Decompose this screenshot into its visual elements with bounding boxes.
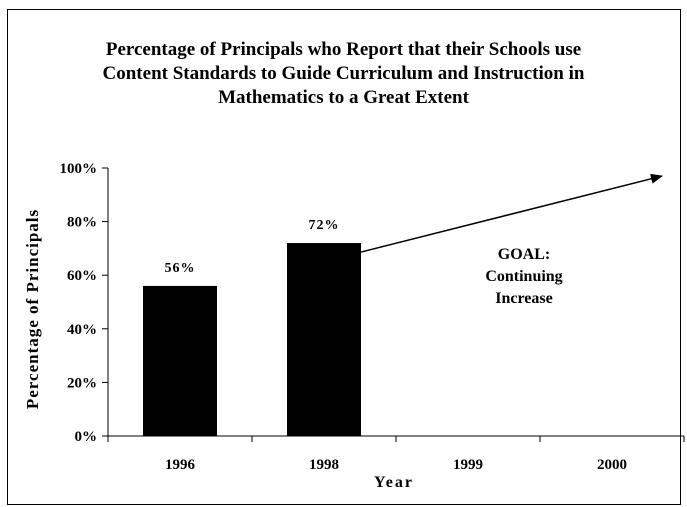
x-tick-label: 1999 [453,457,483,473]
data-label: 72% [309,218,340,233]
labels: 56% 72% [165,218,340,276]
goal-arrow [360,173,663,253]
chart-title-line-2: Content Standards to Guide Curriculum an… [102,63,585,84]
bar [287,243,361,436]
y-tick-label: 100% [60,161,98,177]
x-tick-label: 1998 [309,457,339,473]
bars [143,243,361,436]
goal-annotation-line: GOAL: [498,246,550,263]
bar [143,285,217,436]
axes: 0% 20% 40% 60% 80% 100% 1996 1998 1999 2000 [60,161,685,473]
y-tick-label: 20% [67,375,97,391]
y-tick-label: 40% [67,322,97,338]
chart-title-line-3: Mathematics to a Great Extent [218,87,469,108]
data-label: 56% [165,261,196,276]
goal-annotation-line: Increase [495,290,552,307]
x-tick-label: 1996 [165,457,196,473]
chart-title: Percentage of Principals who Report that… [40,38,647,110]
x-tick-label: 2000 [597,457,627,473]
chart-title-line-1: Percentage of Principals who Report that… [105,39,582,60]
y-tick-label: 80% [67,215,97,231]
goal-annotation-line: Continuing [485,268,562,285]
y-axis-label: Percentage of Principals [23,209,42,409]
goal-annotation: GOAL: Continuing Increase [360,173,663,307]
y-tick-label: 0% [75,429,98,445]
y-tick-label: 60% [67,268,97,284]
x-axis-label: Year [374,474,414,491]
